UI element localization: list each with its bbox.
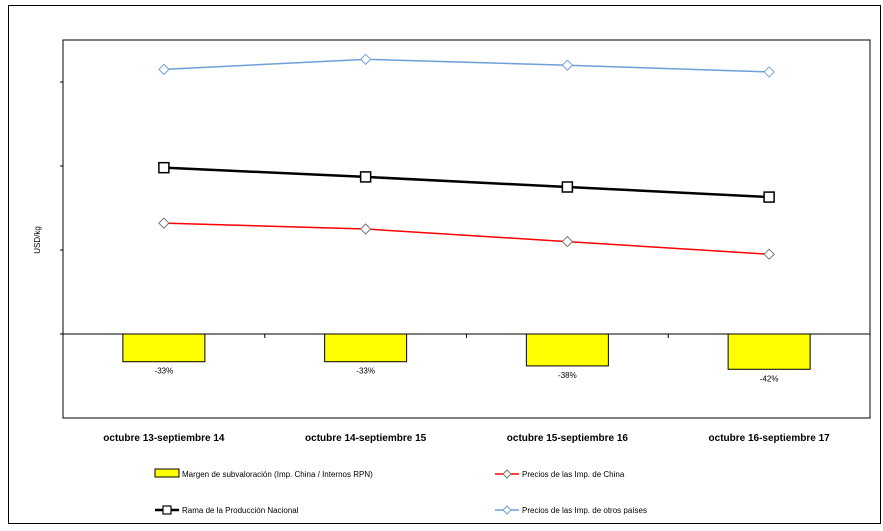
- bar-data-label: -33%: [356, 367, 375, 376]
- x-category-label: octubre 14-septiembre 15: [305, 433, 427, 444]
- diamond-marker: [158, 217, 170, 229]
- bar: [525, 333, 609, 367]
- legend: Margen de subvaloración (Imp. China / In…: [154, 468, 647, 515]
- legend-label: Precios de las Imp. de China: [522, 470, 625, 479]
- bar: [324, 333, 408, 363]
- legend-swatch-bar: [154, 468, 180, 478]
- diamond-marker: [763, 248, 775, 260]
- line-series: [163, 58, 770, 255]
- series-line: [163, 166, 770, 199]
- legend-marker: [502, 505, 512, 515]
- line-markers: [158, 53, 775, 260]
- bar-series: [122, 333, 811, 370]
- diamond-marker: [561, 59, 574, 71]
- square-marker: [158, 161, 170, 174]
- diamond-marker: [359, 53, 372, 66]
- diamond-marker: [561, 235, 574, 248]
- square-marker: [561, 181, 574, 193]
- x-axis-labels: octubre 13-septiembre 14 octubre 14-septi…: [103, 433, 830, 444]
- legend-marker: [162, 505, 172, 515]
- legend-marker: [502, 469, 512, 479]
- square-marker: [763, 191, 775, 203]
- y-axis-label: USD/kg: [33, 226, 42, 254]
- series-line: [163, 58, 770, 73]
- y-axis-ticks: [60, 81, 669, 338]
- x-category-label: octubre 16-septiembre 17: [709, 433, 831, 444]
- x-category-label: octubre 15-septiembre 16: [507, 433, 629, 444]
- square-marker: [359, 171, 372, 183]
- diamond-marker: [359, 223, 372, 235]
- diamond-marker: [763, 66, 775, 78]
- legend-label: Margen de subvaloración (Imp. China / In…: [182, 470, 373, 479]
- legend-label: Rama de la Producción Nacional: [182, 506, 299, 515]
- bar-data-label: -38%: [558, 371, 577, 380]
- legend-label: Precios de las Imp. de otros países: [522, 506, 647, 515]
- bar-data-labels: -33% -33% -38% -42%: [155, 367, 779, 384]
- bar: [727, 333, 811, 370]
- series-line: [163, 222, 770, 255]
- diamond-marker: [158, 63, 170, 76]
- x-category-label: octubre 13-septiembre 14: [103, 433, 225, 444]
- bar: [122, 333, 206, 363]
- bar-data-label: -42%: [760, 374, 779, 383]
- bar-data-label: -33%: [155, 367, 174, 376]
